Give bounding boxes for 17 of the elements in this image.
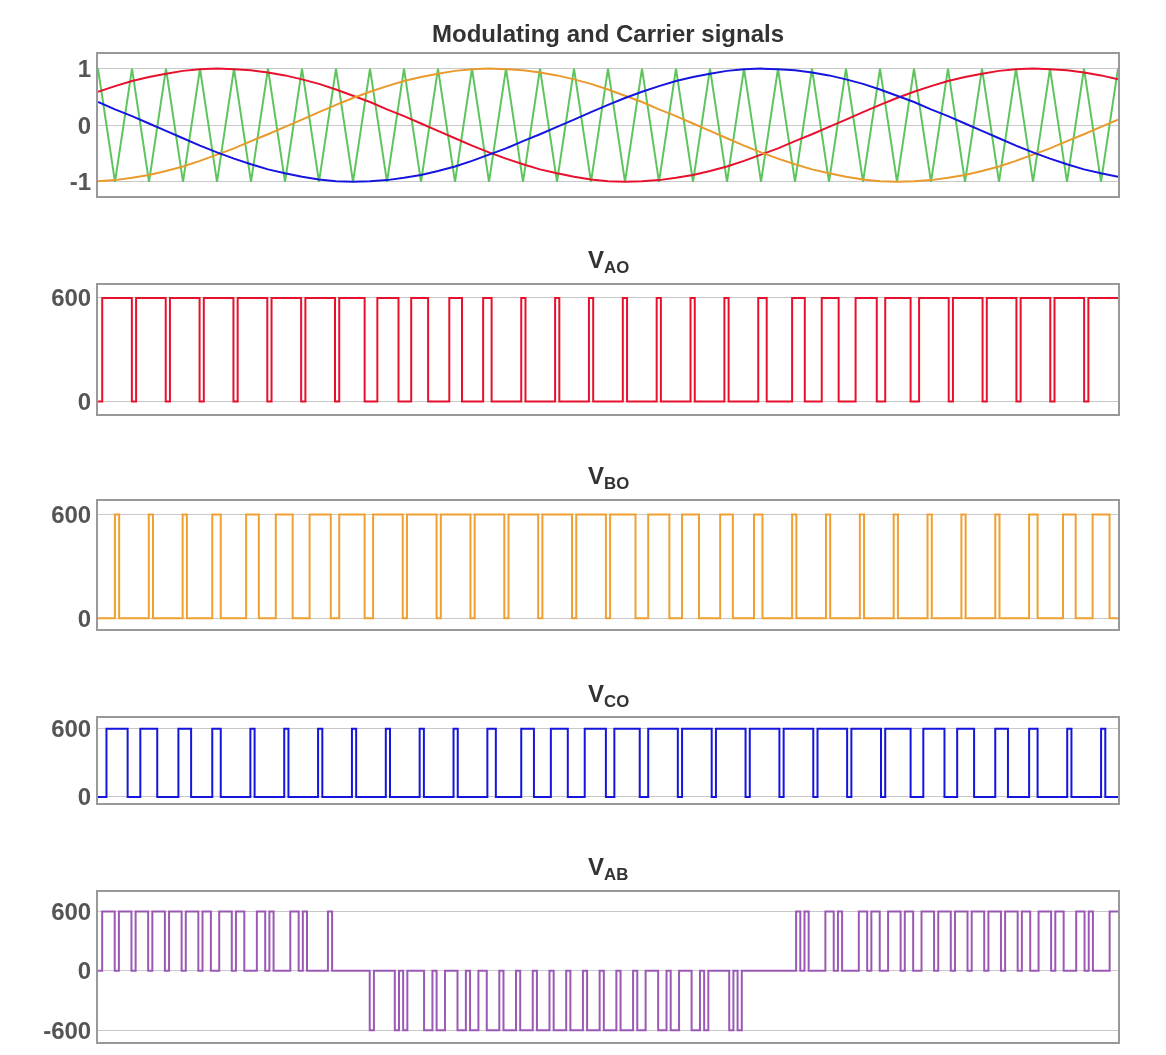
y-tick-label: 600: [51, 897, 92, 925]
chart-title: V$_{BO}$: [588, 462, 630, 494]
chart-title: V$_{CO}$: [588, 680, 630, 712]
chart-title: V$_{AB}$: [588, 853, 629, 885]
y-tick-label: 0: [77, 604, 92, 632]
y-tick-label: 0: [77, 783, 92, 811]
y-tick-label: 600: [51, 500, 92, 528]
y-tick-label: 0: [77, 957, 92, 985]
y-tick-label: 0: [77, 111, 92, 139]
y-tick-label: 0: [77, 387, 92, 415]
y-tick-label: 600: [51, 715, 92, 743]
y-tick-label: -600: [43, 1016, 92, 1044]
y-tick-label: 600: [51, 284, 92, 312]
chart-title: V$_{AO}$: [588, 246, 630, 278]
y-tick-label: 1: [77, 55, 92, 83]
chart-title: Modulating and Carrier signals: [432, 20, 785, 47]
y-tick-label: -1: [69, 168, 92, 196]
